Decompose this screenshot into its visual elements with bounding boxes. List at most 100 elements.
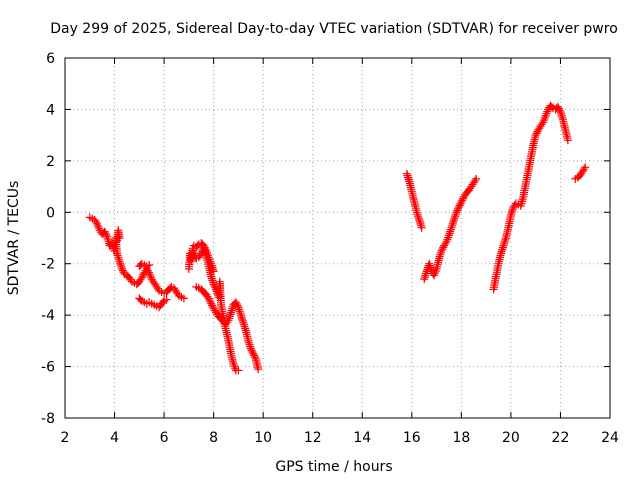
data-point: [225, 312, 234, 321]
data-point: [201, 245, 210, 254]
data-point: [554, 104, 563, 113]
data-point: [438, 245, 447, 254]
data-point: [101, 229, 110, 238]
x-tick-label: 12: [304, 430, 322, 446]
data-point: [458, 196, 467, 205]
data-point: [246, 344, 255, 353]
data-point: [235, 307, 244, 316]
y-tick-label: 0: [46, 205, 55, 221]
data-point: [138, 272, 147, 281]
x-tick-label: 18: [452, 430, 470, 446]
data-point: [207, 299, 216, 308]
axis-ticks: [64, 57, 611, 419]
data-point: [417, 223, 426, 232]
data-point: [137, 273, 146, 282]
data-point: [248, 348, 257, 356]
data-point: [508, 205, 517, 214]
data-point: [115, 234, 124, 242]
y-tick-label: 6: [46, 51, 55, 67]
data-point: [457, 198, 466, 206]
data-point: [558, 113, 567, 122]
data-point: [116, 261, 125, 269]
data-point: [254, 365, 263, 374]
data-point: [453, 206, 462, 215]
y-tick-label: 2: [46, 154, 55, 170]
y-tick-label: -2: [41, 257, 55, 273]
plot-frame: [64, 57, 611, 419]
data-point: [233, 301, 242, 310]
data-point: [531, 131, 540, 140]
data-point: [414, 214, 423, 223]
data-point: [244, 338, 253, 347]
x-tick-label: 16: [403, 430, 421, 446]
data-point: [421, 271, 430, 280]
data-point: [554, 102, 562, 111]
data-point: [223, 318, 232, 327]
data-point: [234, 366, 243, 375]
data-point: [452, 208, 461, 217]
data-point: [581, 163, 590, 172]
data-point: [454, 204, 463, 213]
x-tick-label: 4: [110, 430, 119, 446]
data-point: [537, 120, 546, 129]
data-point: [144, 266, 152, 275]
data-point: [250, 351, 259, 360]
y-tick-label: -8: [41, 411, 55, 427]
data-point: [145, 261, 154, 269]
y-tick-label: 4: [46, 102, 55, 118]
data-point: [231, 298, 240, 307]
data-point: [580, 165, 588, 174]
data-point: [247, 346, 256, 355]
x-tick-label: 20: [502, 430, 520, 446]
x-tick-label: 14: [353, 430, 371, 446]
data-point: [136, 275, 145, 284]
chart-title: Day 299 of 2025, Sidereal Day-to-day VTE…: [50, 21, 618, 37]
data-point: [208, 301, 216, 310]
data-point: [557, 109, 566, 118]
data-point: [437, 246, 446, 255]
gridlines: [65, 58, 610, 418]
x-tick-labels: 2 4 6 8 10 12 14 16 18 20 22 24: [61, 430, 619, 446]
data-point: [456, 199, 465, 208]
x-tick-label: 24: [601, 430, 619, 446]
data-point: [472, 174, 481, 183]
data-point: [113, 251, 122, 260]
data-point: [100, 227, 109, 236]
data-point: [555, 106, 564, 115]
data-point: [508, 207, 517, 215]
data-point: [179, 294, 188, 303]
data-point: [189, 249, 198, 258]
data-point: [209, 267, 218, 276]
data-point: [238, 316, 247, 325]
data-point: [92, 217, 100, 226]
data-point: [441, 239, 450, 248]
y-tick-label: -6: [41, 360, 55, 376]
data-point: [498, 245, 507, 254]
x-tick-label: 10: [254, 430, 272, 446]
data-point: [232, 300, 241, 308]
x-tick-label: 8: [209, 430, 218, 446]
data-point: [501, 235, 510, 244]
data-point: [205, 296, 214, 305]
y-axis-label: SDTVAR / TECUs: [6, 181, 22, 296]
data-point: [102, 231, 111, 239]
data-points: [85, 101, 590, 375]
data-point: [449, 216, 458, 224]
data-point: [199, 241, 208, 250]
data-point: [532, 129, 541, 138]
y-tick-label: -4: [41, 308, 55, 324]
data-point: [162, 295, 171, 304]
data-point: [118, 266, 127, 275]
data-point: [204, 294, 213, 303]
data-point: [454, 203, 463, 212]
data-point: [563, 136, 572, 145]
data-point: [250, 353, 259, 362]
data-point: [455, 201, 464, 210]
data-point: [446, 225, 455, 234]
data-point: [206, 297, 215, 306]
data-point: [249, 349, 258, 358]
x-tick-label: 22: [552, 430, 570, 446]
x-axis-label: GPS time / hours: [275, 459, 392, 475]
y-tick-labels: -8 -6 -4 -2 0 2 4 6: [41, 51, 55, 427]
